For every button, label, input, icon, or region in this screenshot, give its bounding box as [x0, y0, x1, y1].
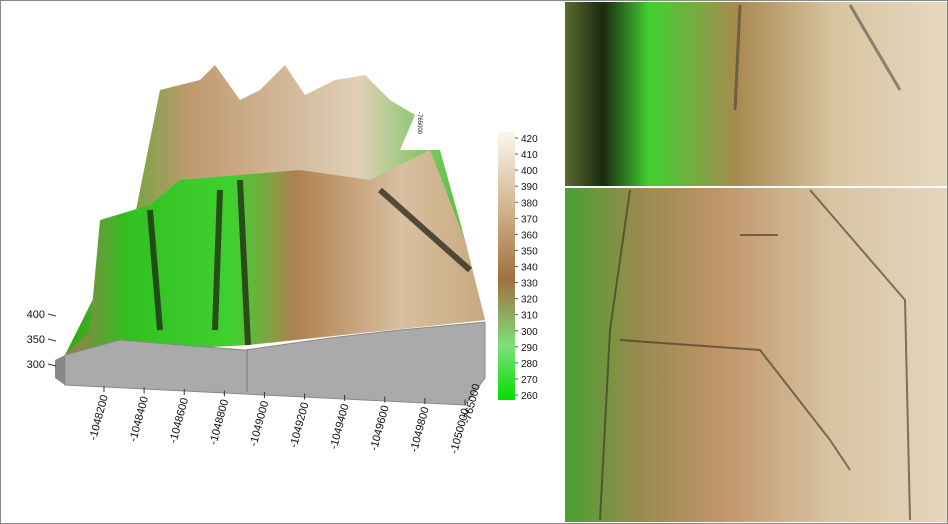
x-tick-label: -1049800	[408, 406, 432, 454]
colorbar-tick-label: 390	[521, 182, 538, 193]
colorbar-tick-label: 290	[521, 343, 538, 354]
aerial-bottom	[565, 188, 947, 522]
colorbar-tick-label: 350	[521, 246, 538, 257]
colorbar-tick-label: 400	[521, 166, 538, 177]
x-tick-label: -1049400	[328, 403, 352, 451]
top-label: -765000	[416, 112, 422, 135]
z-tick-label: 400	[27, 309, 45, 321]
colorbar-tick-label: 380	[521, 198, 538, 209]
colorbar-tick-label: 410	[521, 150, 538, 161]
aerial-bottom-lines	[599, 189, 911, 521]
colorbar-tick-label: 340	[521, 263, 538, 274]
colorbar-tick-label: 280	[521, 359, 538, 370]
aerial-top-lines	[733, 4, 902, 111]
colorbar-tick-label: 310	[521, 311, 538, 322]
x-tick-label: -1049200	[288, 401, 312, 449]
colorbar-tick-label: 270	[521, 375, 538, 386]
x-tick-label: -1049000	[248, 400, 272, 448]
z-tick	[47, 363, 57, 367]
z-tick	[47, 313, 57, 317]
aerial-top	[565, 2, 947, 186]
x-tick-label: -1048800	[208, 398, 232, 446]
x-tick-label: -1048200	[87, 394, 111, 442]
terrain-valley	[147, 179, 472, 346]
colorbar-tick-label: 360	[521, 230, 538, 241]
terrain-front	[65, 150, 485, 355]
colorbar-tick-label: 370	[521, 214, 538, 225]
z-tick-label: 350	[27, 334, 45, 346]
colorbar	[498, 132, 515, 400]
colorbar-tick-label: 300	[521, 327, 538, 338]
colorbar-tick-label: 330	[521, 279, 538, 290]
z-tick-label: 300	[27, 359, 45, 371]
x-tick-label: -1048600	[167, 397, 191, 445]
z-tick	[47, 338, 57, 342]
x-tick-label: -1049600	[368, 404, 392, 452]
colorbar-tick-label: 320	[521, 295, 538, 306]
x-tick-label: -1048400	[127, 395, 151, 443]
colorbar-tick-label: 260	[521, 391, 538, 402]
terrain-side	[55, 355, 65, 385]
terrain-base	[64, 321, 486, 406]
colorbar-tick-label: 420	[521, 134, 538, 145]
